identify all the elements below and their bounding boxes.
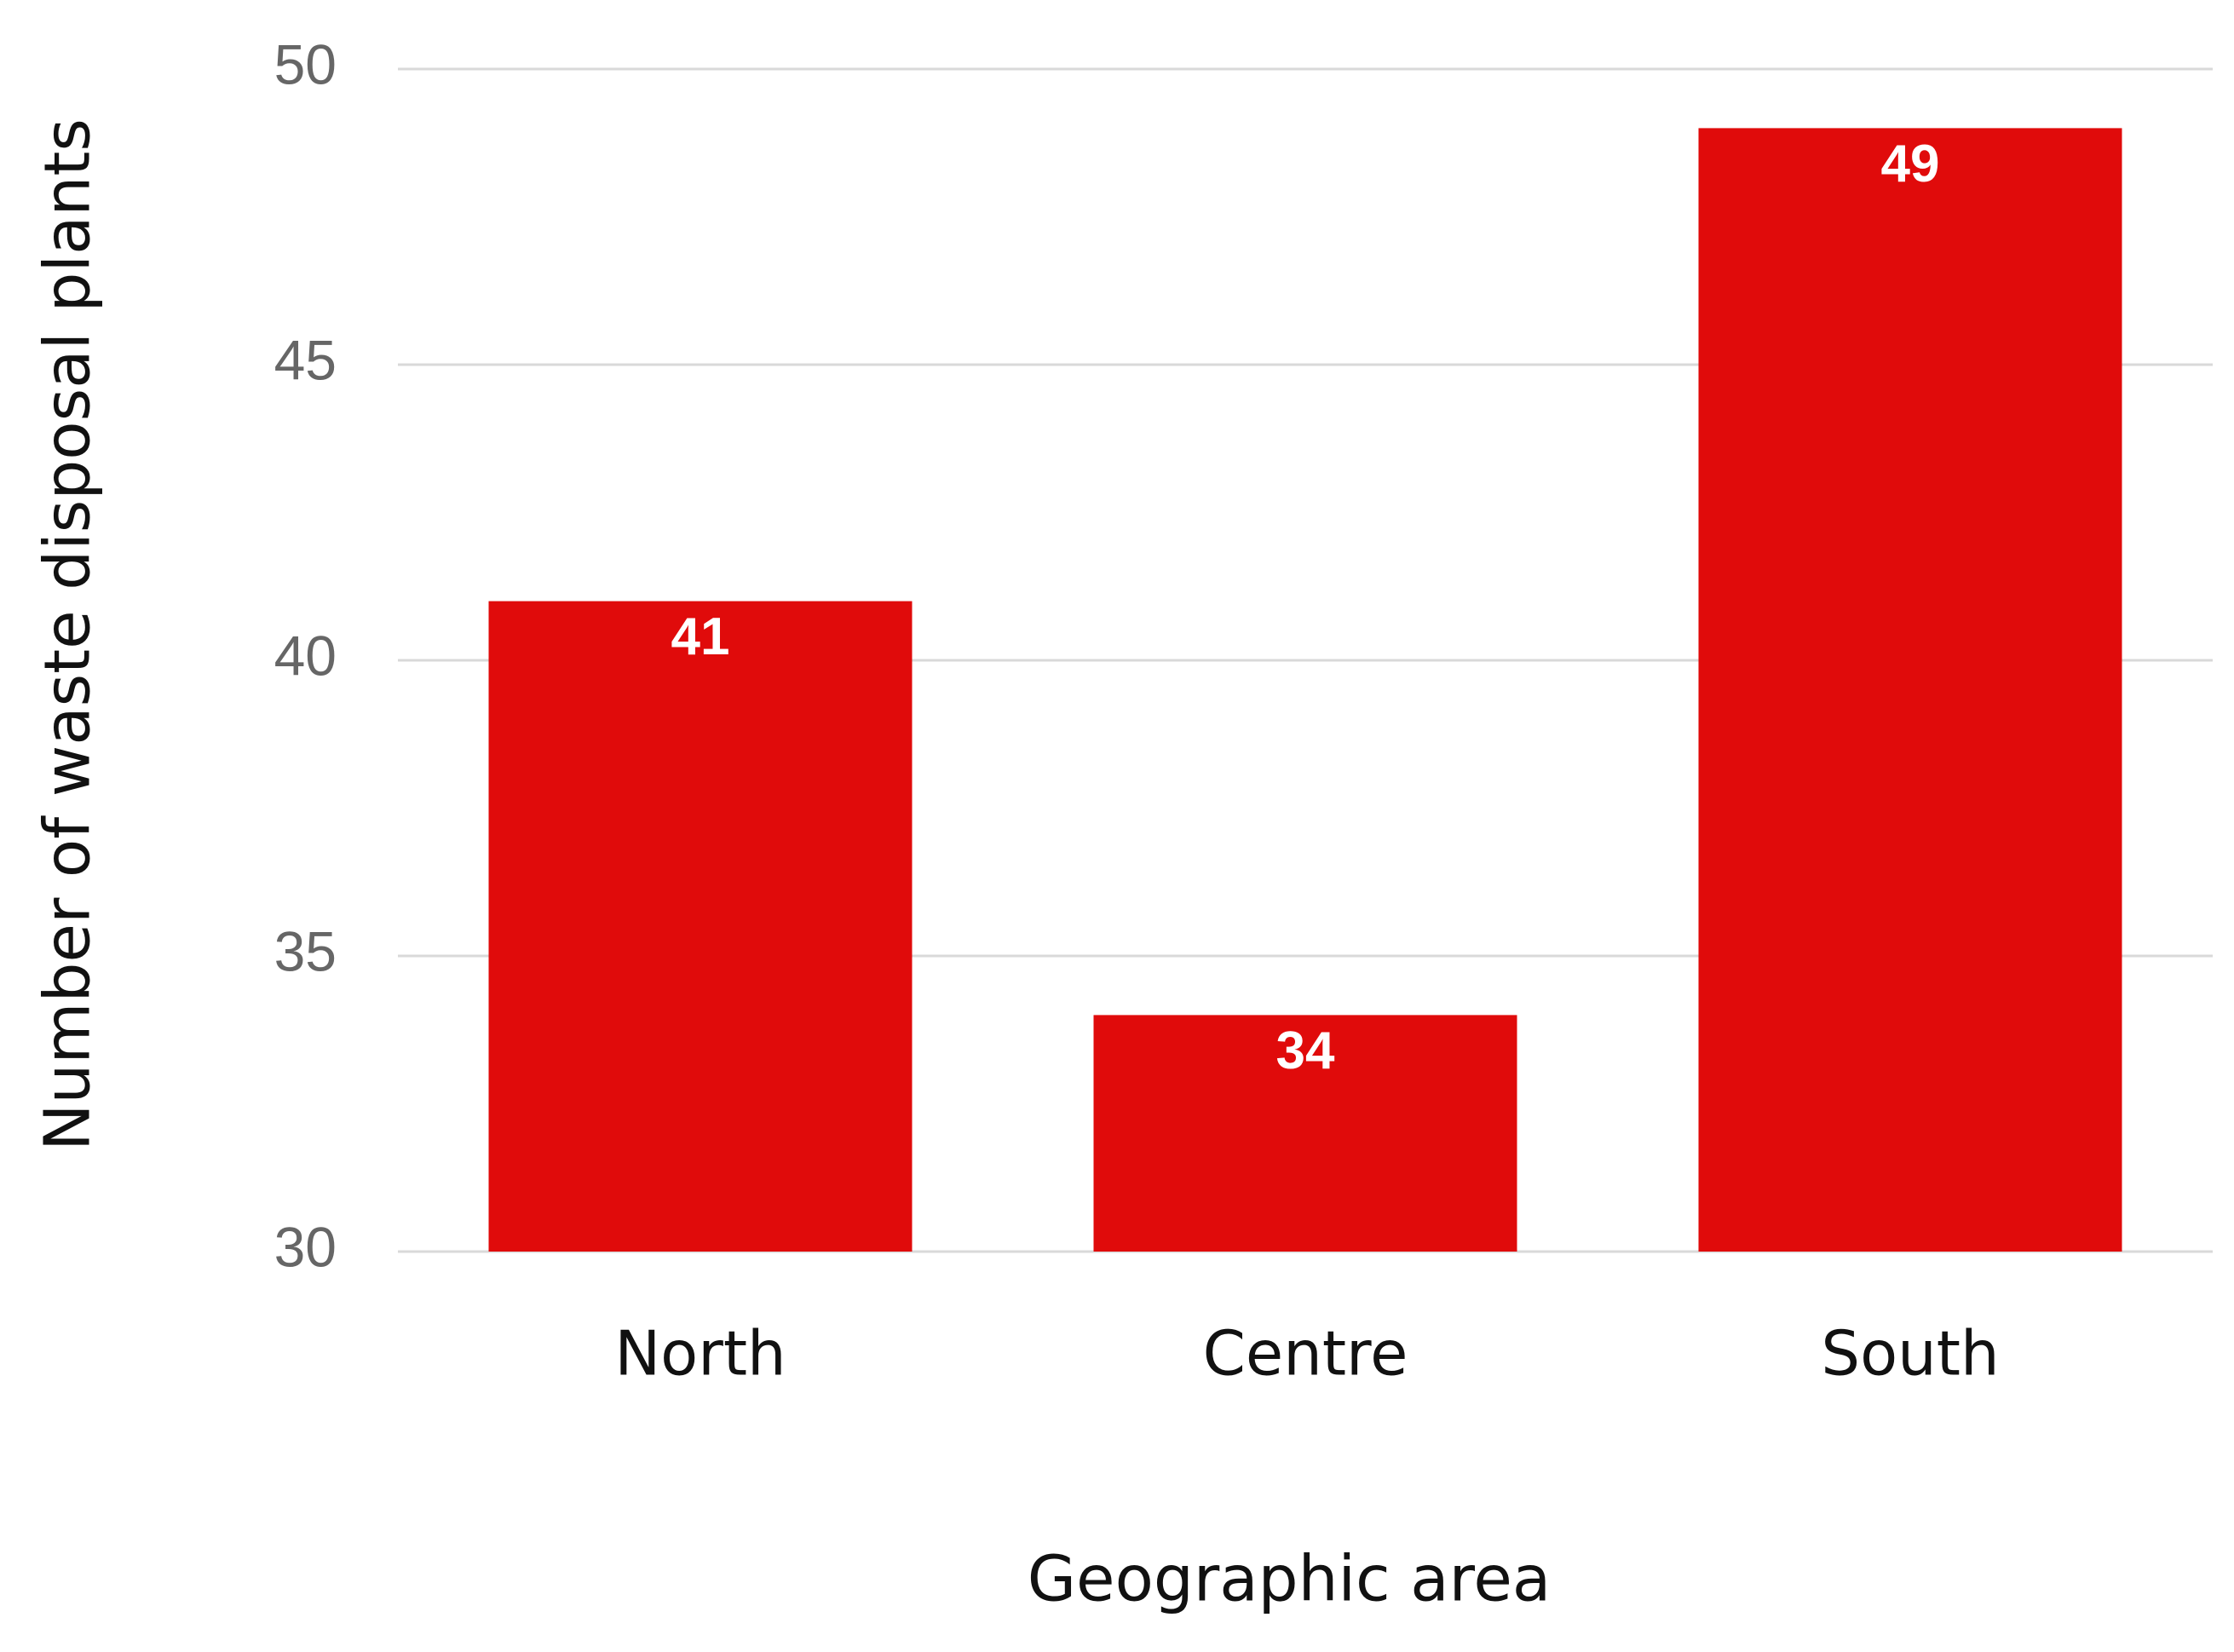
x-tick-label: South — [1821, 1318, 1999, 1390]
value-label: 34 — [1276, 1022, 1335, 1080]
y-tick-label: 40 — [274, 624, 337, 687]
y-tick-label: 45 — [274, 328, 337, 391]
value-label: 49 — [1881, 135, 1940, 193]
x-axis-title: Geographic area — [1028, 1543, 1552, 1616]
y-tick-label: 50 — [274, 32, 337, 95]
y-axis-title: Number of waste disposal plants — [32, 118, 105, 1151]
y-tick-label: 35 — [274, 919, 337, 982]
bar — [488, 601, 913, 1252]
bar — [1093, 1015, 1517, 1252]
bar — [1698, 128, 2122, 1252]
y-tick-label: 30 — [274, 1215, 337, 1278]
value-label: 41 — [671, 607, 730, 666]
x-tick-label: North — [614, 1318, 786, 1390]
x-tick-label: Centre — [1203, 1318, 1408, 1390]
